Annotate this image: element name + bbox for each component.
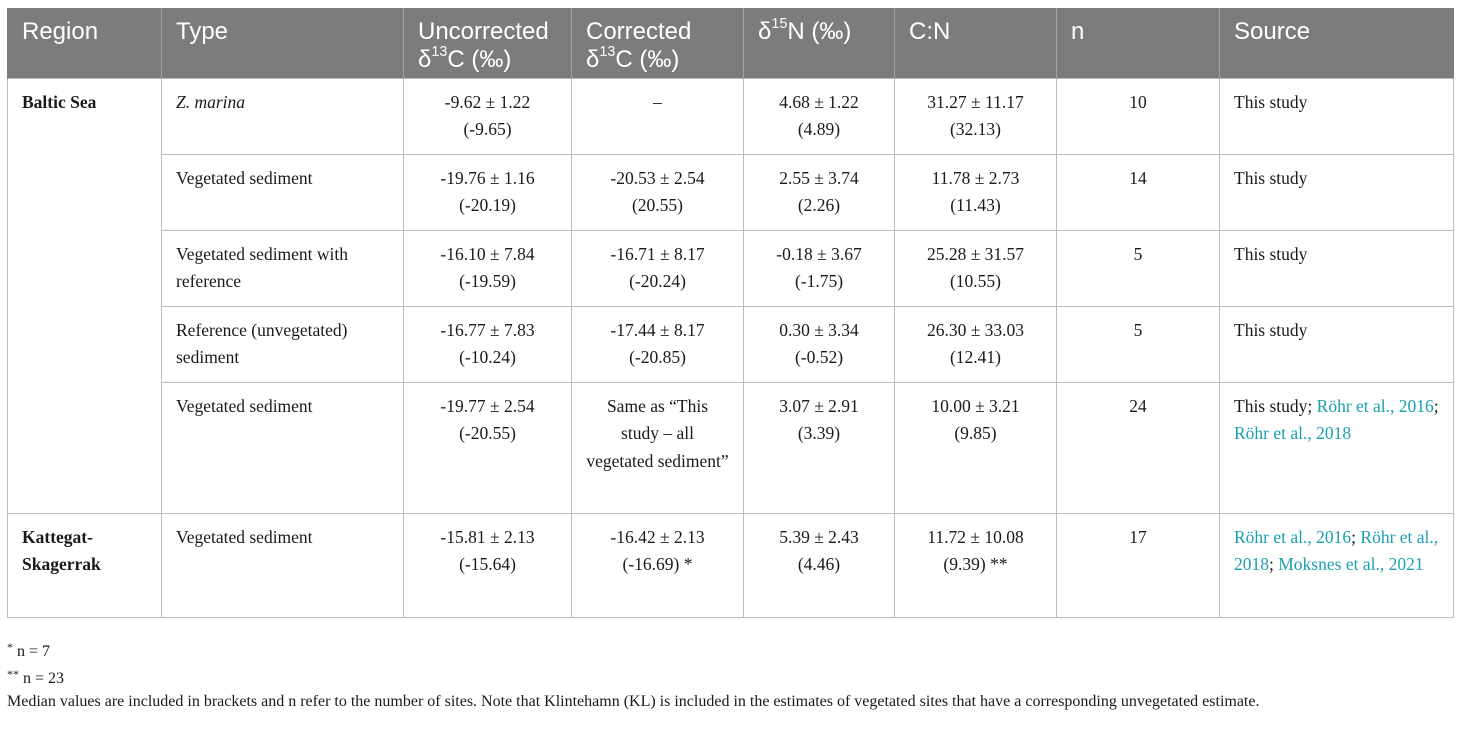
cn-cell: 31.27 ± 11.17 (32.13) bbox=[894, 77, 1057, 155]
header-n: n bbox=[1056, 8, 1220, 78]
type-cell: Vegetated sediment bbox=[161, 381, 404, 514]
n-cell: 24 bbox=[1056, 381, 1220, 514]
n-cell: 14 bbox=[1056, 153, 1220, 231]
isotope-table: Region Type Uncorrected δ13C (‰) Correcte… bbox=[7, 8, 1454, 618]
d15n-cell: 2.55 ± 3.74 (2.26) bbox=[743, 153, 895, 231]
d15n-cell: 3.07 ± 2.91 (3.39) bbox=[743, 381, 895, 514]
uncorrected-cell: -19.77 ± 2.54 (-20.55) bbox=[403, 381, 572, 514]
n-cell: 10 bbox=[1056, 77, 1220, 155]
cn-cell: 11.72 ± 10.08 (9.39) ** bbox=[894, 512, 1057, 618]
citation-link[interactable]: Röhr et al., 2016 bbox=[1234, 526, 1352, 547]
source-cell: This study bbox=[1219, 305, 1454, 383]
citation-link[interactable]: Röhr et al., 2018 bbox=[1234, 526, 1439, 575]
cn-cell: 11.78 ± 2.73 (11.43) bbox=[894, 153, 1057, 231]
header-uncorrected-d13c: Uncorrected δ13C (‰) bbox=[403, 8, 572, 78]
n-cell: 5 bbox=[1056, 229, 1220, 307]
d15n-cell: 5.39 ± 2.43 (4.46) bbox=[743, 512, 895, 618]
header-source: Source bbox=[1219, 8, 1454, 78]
header-cn: C:N bbox=[894, 8, 1057, 78]
header-d15n: δ15N (‰) bbox=[743, 8, 895, 78]
corrected-cell: – bbox=[571, 77, 744, 155]
region-cell: Baltic Sea bbox=[7, 77, 162, 514]
n-cell: 17 bbox=[1056, 512, 1220, 618]
table-row: Vegetated sediment -19.76 ± 1.16 (-20.19)… bbox=[8, 153, 1454, 231]
d15n-cell: 4.68 ± 1.22 (4.89) bbox=[743, 77, 895, 155]
region-cell: Kattegat-Skagerrak bbox=[7, 512, 162, 618]
d15n-cell: 0.30 ± 3.34 (-0.52) bbox=[743, 305, 895, 383]
source-cell: This study bbox=[1219, 77, 1454, 155]
cn-cell: 26.30 ± 33.03 (12.41) bbox=[894, 305, 1057, 383]
table-row: Baltic Sea Z. marina -9.62 ± 1.22 (-9.65)… bbox=[7, 77, 1454, 514]
header-region: Region bbox=[7, 8, 162, 78]
source-cell: This study bbox=[1219, 153, 1454, 231]
corrected-cell: -20.53 ± 2.54 (20.55) bbox=[571, 153, 744, 231]
n-cell: 5 bbox=[1056, 305, 1220, 383]
citation-link[interactable]: Röhr et al., 2018 bbox=[1234, 423, 1352, 443]
type-cell: Z. marina bbox=[161, 77, 404, 155]
uncorrected-cell: -19.76 ± 1.16 (-20.19) bbox=[403, 153, 572, 231]
source-cell: This study; Röhr et al., 2016; Röhr et a… bbox=[1219, 381, 1454, 514]
table-row: Reference (unvegetated) sediment -16.77 … bbox=[8, 305, 1454, 383]
footnote-1: * n = 7 bbox=[7, 640, 51, 660]
corrected-cell: -16.71 ± 8.17 (-20.24) bbox=[571, 229, 744, 307]
table-row: Vegetated sediment -19.77 ± 2.54 (-20.55)… bbox=[8, 381, 1454, 514]
corrected-cell: -16.42 ± 2.13 (-16.69) * bbox=[571, 512, 744, 618]
uncorrected-cell: -16.77 ± 7.83 (-10.24) bbox=[403, 305, 572, 383]
uncorrected-cell: -9.62 ± 1.22 (-9.65) bbox=[403, 77, 572, 155]
corrected-cell: -17.44 ± 8.17 (-20.85) bbox=[571, 305, 744, 383]
citation-link[interactable]: Röhr et al., 2016 bbox=[1316, 395, 1434, 416]
uncorrected-cell: -15.81 ± 2.13 (-15.64) bbox=[403, 512, 572, 618]
source-cell: This study bbox=[1219, 229, 1454, 307]
type-cell: Vegetated sediment with reference bbox=[161, 229, 404, 307]
corrected-cell: Same as “This study – all vegetated sedi… bbox=[571, 381, 744, 514]
uncorrected-cell: -16.10 ± 7.84 (-19.59) bbox=[403, 229, 572, 307]
header-type: Type bbox=[161, 8, 404, 78]
cn-cell: 10.00 ± 3.21 (9.85) bbox=[894, 381, 1057, 514]
type-cell: Vegetated sediment bbox=[161, 153, 404, 231]
table-row: Vegetated sediment with reference -16.10… bbox=[8, 229, 1454, 307]
footnote-2: ** n = 23 bbox=[7, 667, 65, 687]
cn-cell: 25.28 ± 31.57 (10.55) bbox=[894, 229, 1057, 307]
table-footnotes: * n = 7 ** n = 23 Median values are incl… bbox=[7, 636, 1427, 713]
table-caption: Median values are included in brackets a… bbox=[7, 693, 1260, 710]
d15n-cell: -0.18 ± 3.67 (-1.75) bbox=[743, 229, 895, 307]
source-cell: Röhr et al., 2016; Röhr et al., 2018; Mo… bbox=[1219, 512, 1454, 618]
header-corrected-d13c: Corrected δ13C (‰) bbox=[571, 8, 744, 78]
type-cell: Vegetated sediment bbox=[161, 512, 404, 618]
header-row: Region Type Uncorrected δ13C (‰) Correcte… bbox=[7, 8, 1454, 78]
type-cell: Reference (unvegetated) sediment bbox=[161, 305, 404, 383]
table-row: Kattegat-Skagerrak Vegetated sediment -1… bbox=[7, 512, 1454, 618]
citation-link[interactable]: Moksnes et al., 2021 bbox=[1278, 554, 1424, 574]
